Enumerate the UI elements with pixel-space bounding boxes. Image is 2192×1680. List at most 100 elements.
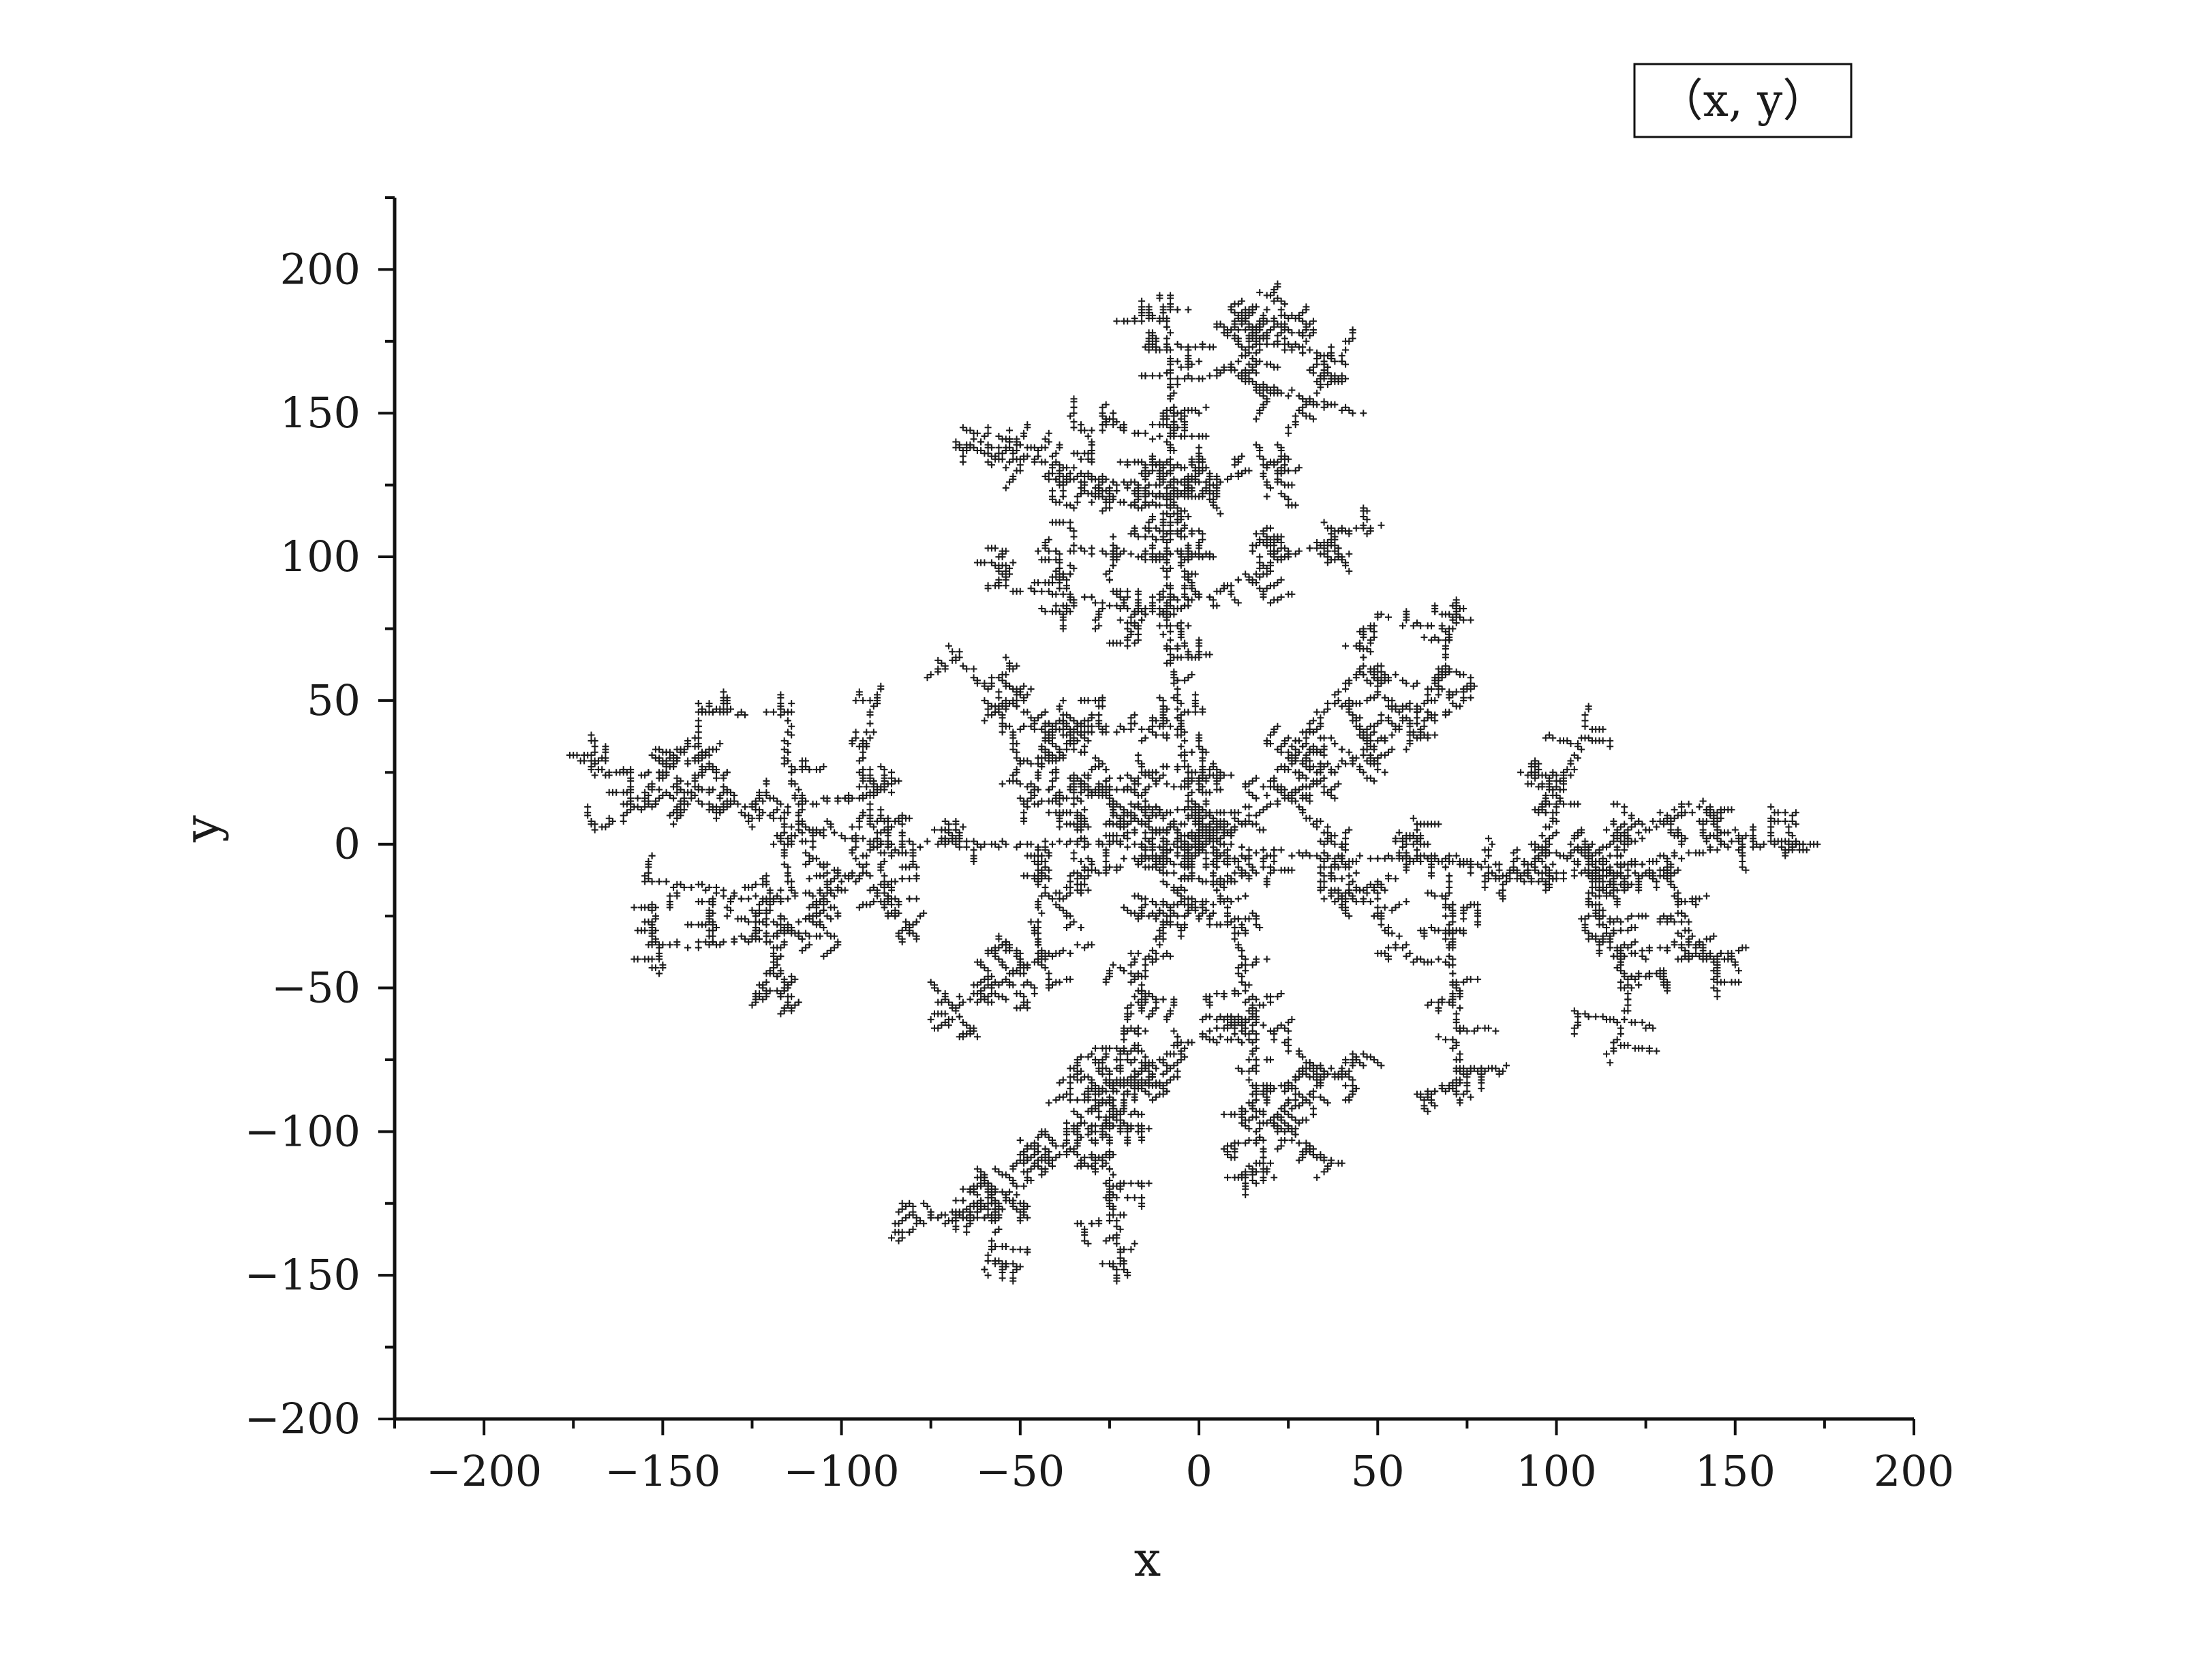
data-point bbox=[1041, 708, 1049, 716]
data-points bbox=[566, 280, 1821, 1285]
data-point bbox=[1317, 714, 1324, 722]
data-point bbox=[1234, 358, 1242, 365]
data-point bbox=[1009, 559, 1017, 566]
data-point bbox=[1253, 1159, 1260, 1167]
data-point bbox=[1263, 292, 1270, 299]
data-point bbox=[1442, 913, 1449, 920]
data-point bbox=[1153, 481, 1160, 489]
data-point bbox=[1142, 797, 1149, 805]
data-point bbox=[1124, 829, 1131, 836]
data-point bbox=[1170, 869, 1178, 876]
data-point bbox=[1188, 777, 1196, 784]
data-point bbox=[1078, 789, 1084, 796]
data-point bbox=[981, 717, 988, 724]
data-point bbox=[1231, 869, 1238, 876]
data-point bbox=[1163, 809, 1170, 816]
data-point bbox=[973, 559, 981, 566]
data-point bbox=[1188, 789, 1196, 796]
data-point bbox=[1177, 712, 1185, 718]
data-point bbox=[1492, 1027, 1500, 1035]
data-point bbox=[1070, 450, 1078, 457]
data-point bbox=[1174, 763, 1181, 770]
data-point bbox=[1320, 829, 1328, 836]
data-point bbox=[1163, 539, 1170, 546]
data-point bbox=[1116, 774, 1124, 782]
data-point bbox=[1570, 1030, 1578, 1037]
data-point bbox=[1449, 858, 1457, 865]
data-point bbox=[1009, 686, 1017, 692]
data-point bbox=[1027, 760, 1035, 767]
data-point bbox=[1217, 774, 1224, 782]
data-point bbox=[1495, 866, 1503, 874]
data-point bbox=[941, 665, 949, 673]
data-point bbox=[1424, 622, 1431, 630]
data-point bbox=[1431, 731, 1439, 739]
data-point bbox=[1242, 967, 1249, 975]
data-point bbox=[1320, 734, 1328, 742]
data-point bbox=[1288, 866, 1296, 874]
data-point bbox=[1185, 792, 1192, 799]
data-point bbox=[970, 436, 977, 443]
data-point bbox=[1031, 786, 1038, 793]
data-point bbox=[1092, 763, 1099, 770]
data-point bbox=[1460, 915, 1467, 923]
data-point bbox=[1163, 556, 1170, 564]
data-point bbox=[1199, 530, 1206, 538]
data-point bbox=[1131, 458, 1138, 465]
data-point bbox=[1442, 1036, 1449, 1043]
data-point bbox=[1270, 1036, 1278, 1043]
data-point bbox=[1067, 786, 1074, 793]
data-point bbox=[1424, 889, 1431, 897]
data-point bbox=[1231, 1030, 1238, 1037]
data-point bbox=[1320, 519, 1328, 526]
data-point bbox=[1156, 421, 1163, 429]
data-point bbox=[1148, 498, 1156, 506]
data-point bbox=[1188, 528, 1196, 535]
data-point bbox=[1328, 734, 1335, 742]
data-point bbox=[1024, 803, 1031, 810]
data-point bbox=[1041, 444, 1049, 451]
data-point bbox=[1127, 550, 1135, 558]
data-point bbox=[1199, 375, 1206, 382]
data-point bbox=[1134, 803, 1142, 810]
data-point bbox=[1424, 840, 1431, 848]
data-point bbox=[1167, 637, 1174, 644]
data-point bbox=[1342, 642, 1350, 650]
data-point bbox=[1639, 861, 1646, 868]
data-point bbox=[1613, 852, 1621, 859]
data-point bbox=[1084, 786, 1092, 793]
data-point bbox=[1038, 797, 1046, 805]
data-point bbox=[1624, 1041, 1632, 1049]
data-point bbox=[1774, 809, 1782, 816]
data-point bbox=[1603, 826, 1610, 834]
data-point bbox=[981, 682, 988, 690]
data-point bbox=[1038, 712, 1046, 718]
data-point bbox=[1331, 740, 1339, 748]
data-point bbox=[1167, 528, 1174, 535]
data-point bbox=[1131, 524, 1138, 532]
data-point bbox=[1049, 519, 1056, 526]
data-point bbox=[1489, 840, 1496, 848]
data-point bbox=[1059, 590, 1067, 598]
data-point bbox=[1467, 1093, 1474, 1101]
data-point bbox=[1435, 821, 1442, 828]
data-point bbox=[1181, 777, 1189, 784]
data-point bbox=[1067, 570, 1074, 578]
data-point bbox=[1642, 913, 1649, 920]
data-point bbox=[1639, 1045, 1646, 1052]
data-point bbox=[1127, 774, 1135, 782]
data-point bbox=[1191, 691, 1199, 699]
data-point bbox=[981, 697, 988, 704]
data-point bbox=[1134, 780, 1142, 788]
data-point bbox=[1020, 818, 1028, 825]
data-point bbox=[1167, 651, 1174, 658]
data-point bbox=[1220, 840, 1228, 848]
data-point bbox=[1460, 605, 1467, 612]
data-point bbox=[1067, 1097, 1074, 1103]
data-point bbox=[970, 665, 977, 673]
data-point bbox=[1174, 358, 1181, 365]
data-point bbox=[1607, 743, 1614, 750]
data-point bbox=[1185, 797, 1192, 805]
